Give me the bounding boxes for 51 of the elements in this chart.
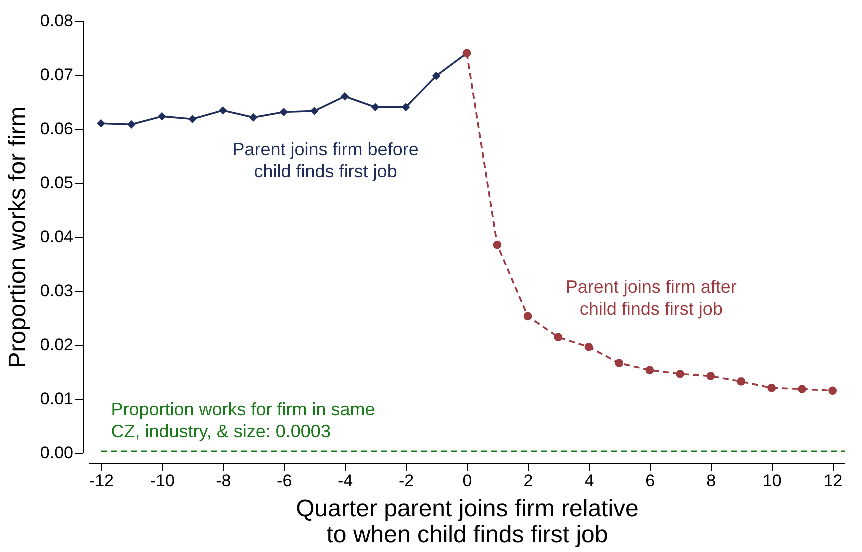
y-tick-label: 0.08 [40,12,74,30]
series-label: Parent joins firm after child finds first job [566,277,737,319]
point [524,312,532,321]
point [310,106,319,116]
point [554,333,563,342]
point [158,112,166,121]
point [584,342,594,352]
point [371,103,380,112]
x-tick-label: 2 [524,472,534,490]
point [646,366,654,375]
point [97,119,106,128]
x-tick-label: 0 [462,472,472,490]
point [798,385,807,394]
point [280,108,288,116]
y-tick-label: 0.01 [40,390,74,408]
y-tick-label: 0.06 [40,120,74,138]
x-tick-label: -2 [398,472,414,490]
ref-line-label: Proportion works for firm in same CZ, industry, & size: 0.0003 [111,399,376,442]
x-tick-label: -8 [216,472,232,490]
x-tick-label: -10 [150,472,175,490]
point [432,72,441,80]
point [828,386,837,396]
point [768,384,776,392]
point [218,106,228,115]
y-tick-label: 0.03 [40,282,74,300]
y-axis-title: Proportion works for firm [4,106,32,368]
point [706,372,716,380]
x-tick-label: -4 [338,472,354,490]
y-tick-label: 0.00 [40,444,74,462]
x-tick-label: 4 [584,472,594,490]
y-tick-label: 0.05 [40,174,74,192]
point [615,359,624,368]
point [127,120,136,129]
point [340,92,350,101]
x-axis-title: Quarter parent joins firm relative to when child finds first job [296,496,639,548]
x-tick-label: -6 [277,472,292,490]
y-tick-label: 0.04 [40,228,74,246]
point [493,240,502,250]
point [188,115,197,124]
y-tick-label: 0.07 [40,66,74,84]
point [737,378,746,386]
y-tick-label: 0.02 [40,336,74,354]
x-tick-label: 6 [646,472,656,490]
point [249,113,258,122]
x-tick-label: -12 [89,472,114,490]
x-tick-label: 8 [706,472,716,490]
point [402,103,410,112]
x-tick-label: 10 [762,472,782,490]
series-label: Parent joins firm before child finds first job [232,139,419,182]
point [676,370,685,378]
x-tick-label: 12 [824,472,843,490]
